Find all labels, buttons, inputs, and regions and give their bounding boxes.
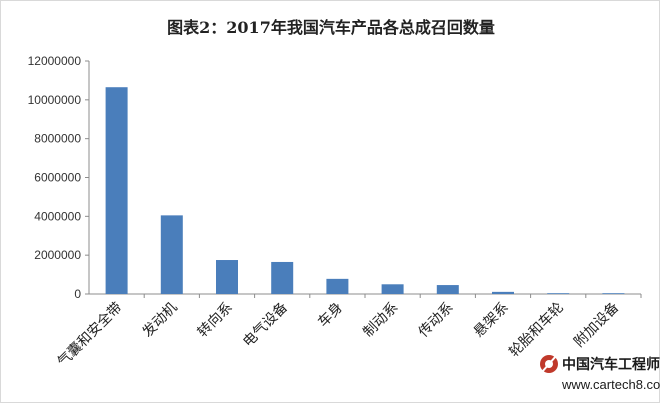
x-tick-label: 车身 [314, 299, 346, 331]
bar [436, 285, 459, 294]
x-tick-label: 轮胎和车轮 [506, 299, 568, 361]
bar [160, 215, 183, 294]
bars [105, 87, 625, 295]
x-tick-label: 电气设备 [239, 299, 291, 351]
y-tick-label: 10000000 [28, 93, 82, 107]
x-tick-label: 附加设备 [571, 299, 623, 351]
watermark-url: www.cartech8.com [561, 377, 660, 392]
x-tick-label: 转向系 [195, 300, 236, 341]
y-tick-label: 12000000 [28, 54, 82, 68]
y-tick-label: 4000000 [34, 209, 81, 223]
bar [602, 293, 625, 294]
x-tick-label: 气囊和安全带 [54, 299, 125, 370]
x-tick-label: 发动机 [140, 300, 181, 341]
y-tick-label: 2000000 [34, 248, 81, 262]
bar [381, 284, 404, 294]
bar [216, 260, 238, 294]
bar [547, 293, 570, 294]
watermark-text: 中国汽车工程师之家 [562, 356, 660, 373]
y-tick-label: 6000000 [34, 171, 81, 185]
bar [105, 87, 128, 295]
x-tick-label: 悬架系 [471, 300, 512, 341]
chart-title: 图表2：2017年我国汽车产品各总成召回数量 [167, 18, 495, 37]
bar [326, 278, 349, 294]
x-tick-label: 制动系 [360, 300, 401, 341]
bar [271, 261, 294, 294]
y-tick-label: 0 [74, 287, 81, 301]
watermark-logo-icon [540, 355, 558, 373]
y-tick-labels: 0 2000000 4000000 6000000 8000000 10000000 120… [28, 54, 82, 301]
bar [492, 291, 514, 294]
watermark: 中国汽车工程师之家 www.cartech8.com [540, 355, 660, 392]
y-tick-label: 8000000 [34, 132, 81, 146]
x-tick-label: 传动系 [416, 300, 457, 341]
